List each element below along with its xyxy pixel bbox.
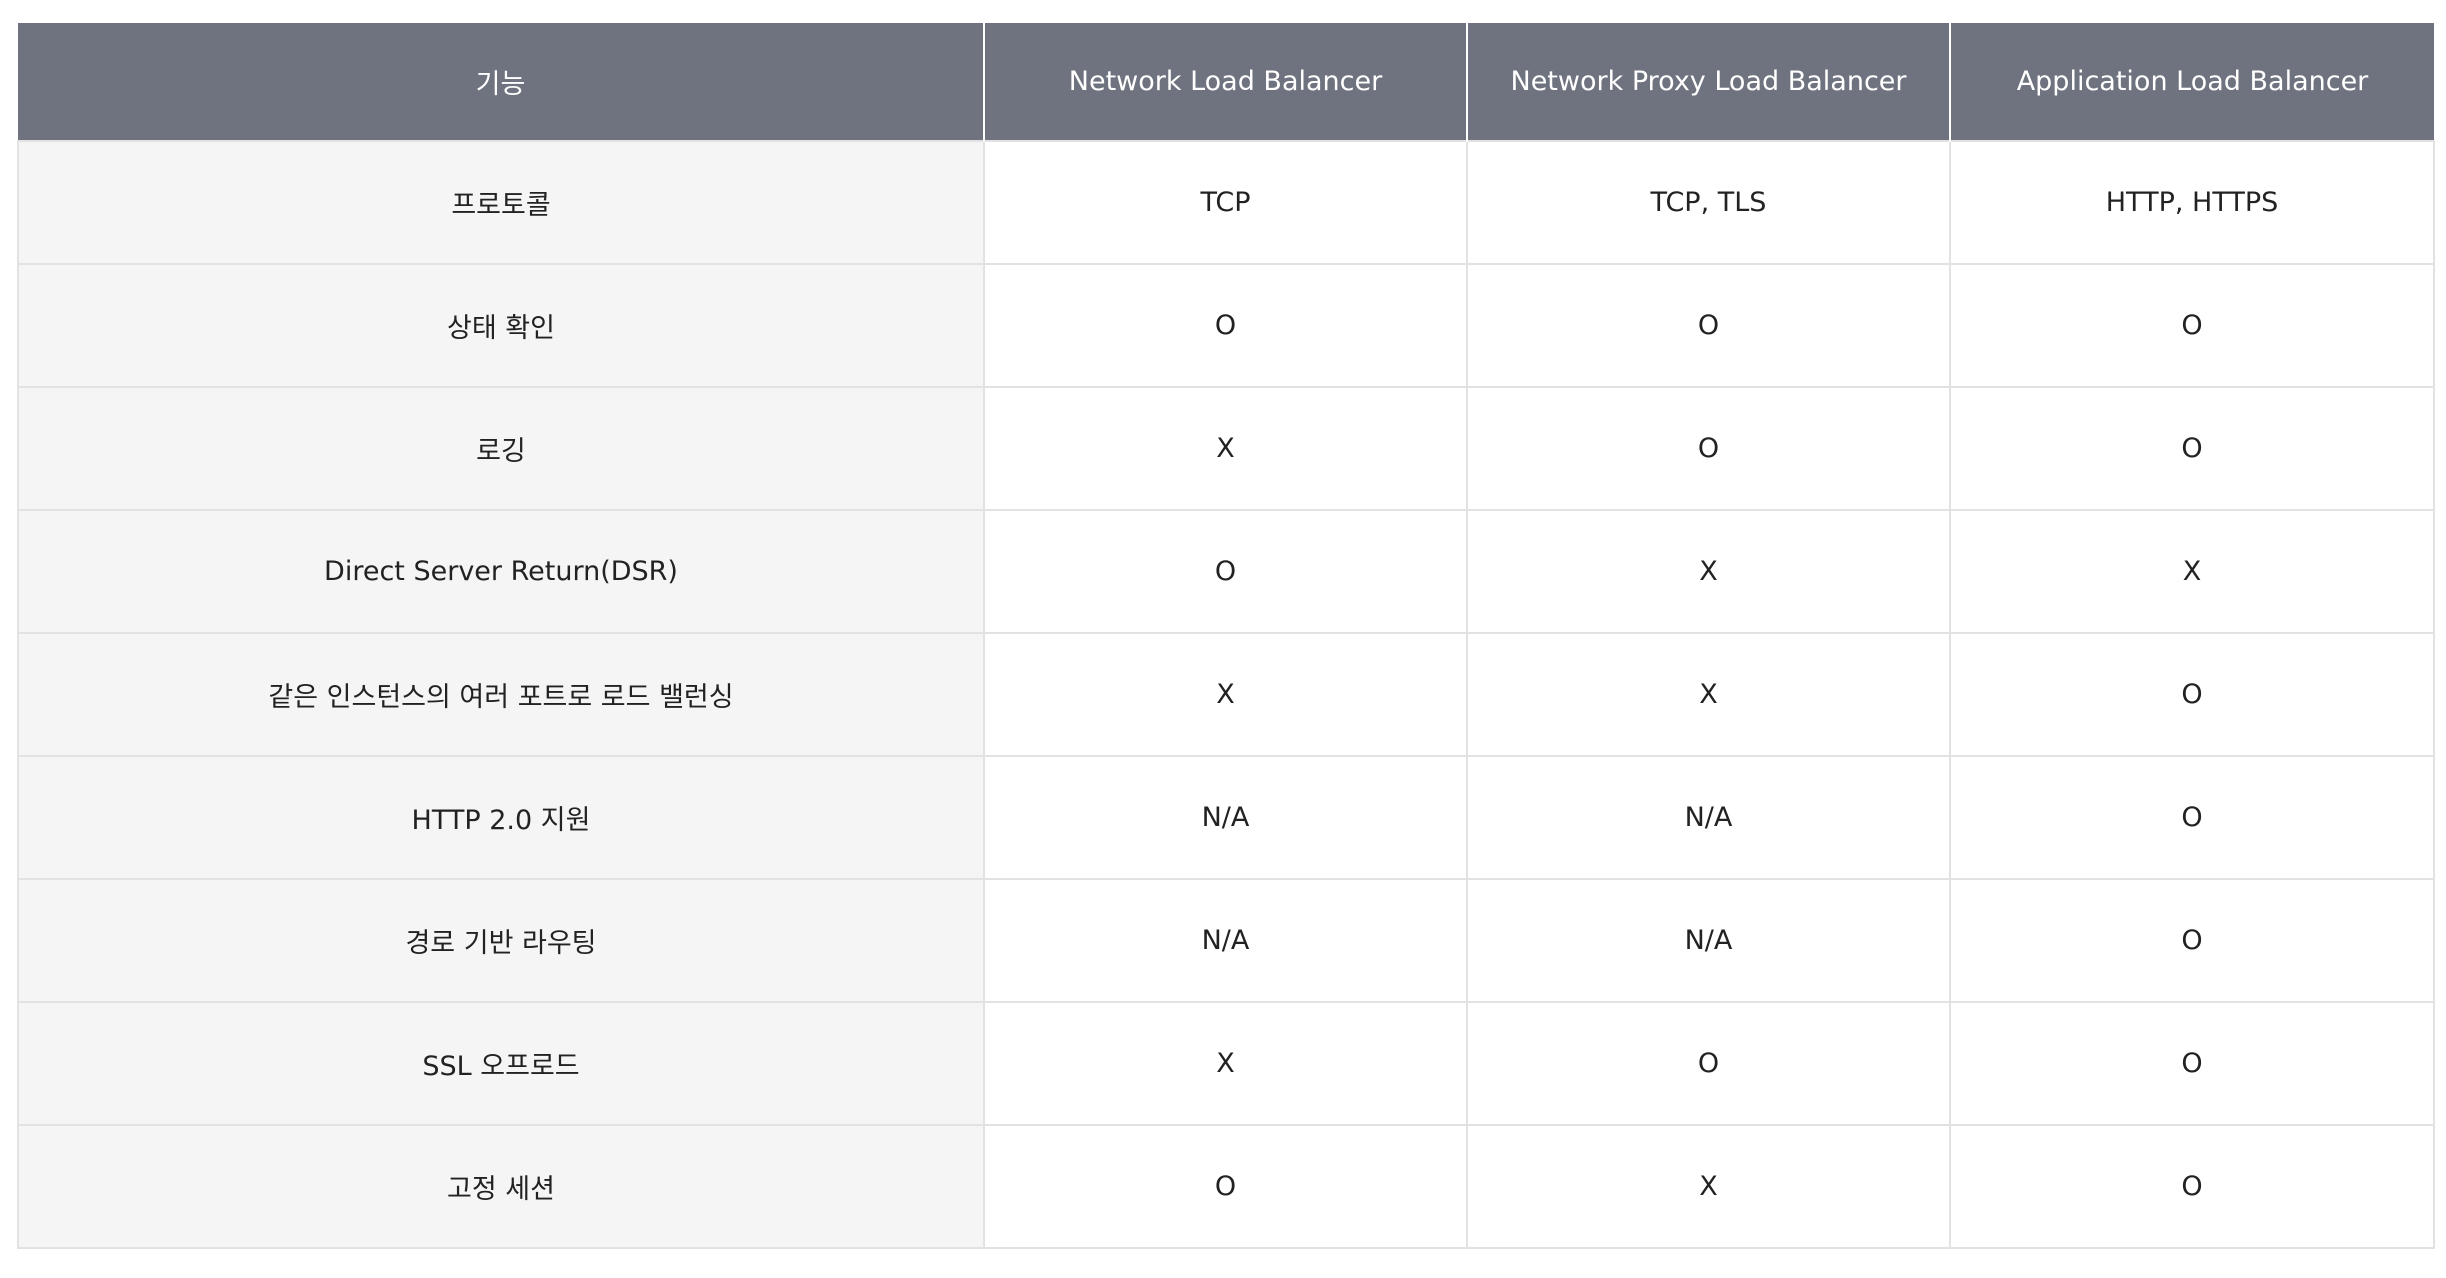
- application-lb-cell: O: [1949, 878, 2435, 1003]
- network-lb-cell: O: [983, 1124, 1468, 1249]
- table-row: 상태 확인 O O O: [17, 263, 2435, 388]
- application-lb-cell: HTTP, HTTPS: [1949, 140, 2435, 265]
- network-lb-cell: O: [983, 263, 1468, 388]
- feature-cell: 경로 기반 라우팅: [17, 878, 985, 1003]
- header-application-lb: Application Load Balancer: [1949, 23, 2434, 141]
- feature-cell: 상태 확인: [17, 263, 985, 388]
- network-lb-cell: N/A: [983, 755, 1468, 880]
- network-lb-cell: X: [983, 1001, 1468, 1126]
- comparison-table-container: 기능 Network Load Balancer Network Proxy L…: [17, 23, 2435, 1249]
- network-proxy-lb-cell: X: [1466, 632, 1951, 757]
- network-lb-cell: TCP: [983, 140, 1468, 265]
- network-proxy-lb-cell: O: [1466, 263, 1951, 388]
- network-lb-cell: O: [983, 509, 1468, 634]
- table-row: 같은 인스턴스의 여러 포트로 로드 밸런싱 X X O: [17, 632, 2435, 757]
- network-lb-cell: X: [983, 632, 1468, 757]
- header-feature: 기능: [18, 23, 985, 141]
- table-header: 기능 Network Load Balancer Network Proxy L…: [18, 23, 2434, 141]
- network-proxy-lb-cell: N/A: [1466, 878, 1951, 1003]
- feature-cell: 고정 세션: [17, 1124, 985, 1249]
- application-lb-cell: O: [1949, 755, 2435, 880]
- table-row: 프로토콜 TCP TCP, TLS HTTP, HTTPS: [17, 140, 2435, 265]
- network-lb-cell: X: [983, 386, 1468, 511]
- network-proxy-lb-cell: N/A: [1466, 755, 1951, 880]
- table-row: HTTP 2.0 지원 N/A N/A O: [17, 755, 2435, 880]
- feature-cell: SSL 오프로드: [17, 1001, 985, 1126]
- application-lb-cell: O: [1949, 1124, 2435, 1249]
- header-network-lb: Network Load Balancer: [983, 23, 1468, 141]
- table-row: 고정 세션 O X O: [17, 1124, 2435, 1249]
- network-proxy-lb-cell: X: [1466, 509, 1951, 634]
- table-row: Direct Server Return(DSR) O X X: [17, 509, 2435, 634]
- network-proxy-lb-cell: O: [1466, 386, 1951, 511]
- feature-cell: Direct Server Return(DSR): [17, 509, 985, 634]
- table-row: 경로 기반 라우팅 N/A N/A O: [17, 878, 2435, 1003]
- load-balancer-comparison-table: 기능 Network Load Balancer Network Proxy L…: [17, 23, 2435, 1249]
- network-proxy-lb-cell: X: [1466, 1124, 1951, 1249]
- network-proxy-lb-cell: O: [1466, 1001, 1951, 1126]
- application-lb-cell: O: [1949, 386, 2435, 511]
- header-row: 기능 Network Load Balancer Network Proxy L…: [18, 23, 2434, 141]
- header-network-proxy-lb: Network Proxy Load Balancer: [1466, 23, 1951, 141]
- application-lb-cell: O: [1949, 263, 2435, 388]
- application-lb-cell: O: [1949, 1001, 2435, 1126]
- application-lb-cell: O: [1949, 632, 2435, 757]
- network-lb-cell: N/A: [983, 878, 1468, 1003]
- feature-cell: HTTP 2.0 지원: [17, 755, 985, 880]
- feature-cell: 프로토콜: [17, 140, 985, 265]
- table-body: 프로토콜 TCP TCP, TLS HTTP, HTTPS 상태 확인 O O …: [17, 140, 2435, 1249]
- network-proxy-lb-cell: TCP, TLS: [1466, 140, 1951, 265]
- feature-cell: 같은 인스턴스의 여러 포트로 로드 밸런싱: [17, 632, 985, 757]
- table-row: SSL 오프로드 X O O: [17, 1001, 2435, 1126]
- feature-cell: 로깅: [17, 386, 985, 511]
- application-lb-cell: X: [1949, 509, 2435, 634]
- table-row: 로깅 X O O: [17, 386, 2435, 511]
